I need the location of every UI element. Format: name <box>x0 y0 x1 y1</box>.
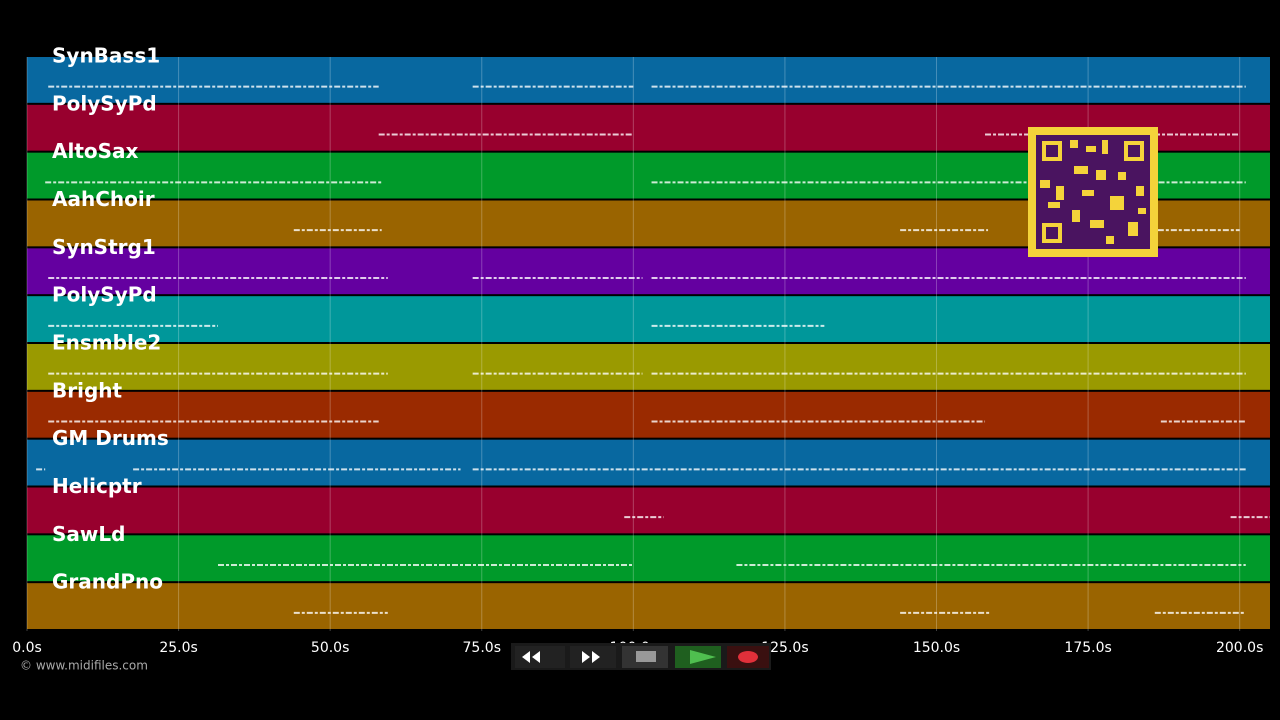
record-button[interactable] <box>727 646 769 668</box>
x-tick-label: 150.0s <box>913 640 960 656</box>
track-name: AltoSax <box>52 139 139 163</box>
rewind-button[interactable] <box>515 646 565 668</box>
play-button[interactable] <box>675 646 721 668</box>
track-row <box>27 344 1270 390</box>
x-tick-label: 50.0s <box>311 640 349 656</box>
credit: © www.midifiles.com <box>20 659 148 673</box>
track-row <box>27 535 1270 582</box>
labels: SynBass1 PolySyPd AltoSax AahChoir SynStrg1 P… <box>52 44 169 594</box>
track-name: PolySyPd <box>52 91 157 115</box>
track-name: PolySyPd <box>52 283 157 307</box>
track-name: GM Drums <box>52 426 169 450</box>
track-name: GrandPno <box>52 570 163 594</box>
track-name: Bright <box>52 378 123 402</box>
x-tick-label: 25.0s <box>159 640 197 656</box>
forward-button[interactable] <box>570 646 616 668</box>
track-name: Helicptr <box>52 474 142 498</box>
x-tick-label: 0.0s <box>12 640 42 656</box>
x-tick-label: 75.0s <box>463 640 501 656</box>
track-row <box>27 439 1270 486</box>
x-tick-label: 125.0s <box>761 640 808 656</box>
x-tick-label: 175.0s <box>1064 640 1111 656</box>
controls <box>511 643 771 670</box>
track-name: SawLd <box>52 522 125 546</box>
track-name: SynStrg1 <box>52 235 156 259</box>
track-name: Ensmble2 <box>52 331 161 355</box>
qr-code <box>1028 127 1158 257</box>
track-name: SynBass1 <box>52 44 160 68</box>
track-row <box>27 296 1270 342</box>
track-row <box>27 391 1270 438</box>
track-row <box>27 57 1270 103</box>
track-row <box>27 487 1270 534</box>
track-name: AahChoir <box>52 187 155 211</box>
track-row <box>27 583 1270 629</box>
stop-button[interactable] <box>622 646 668 668</box>
x-tick-label: 200.0s <box>1216 640 1263 656</box>
